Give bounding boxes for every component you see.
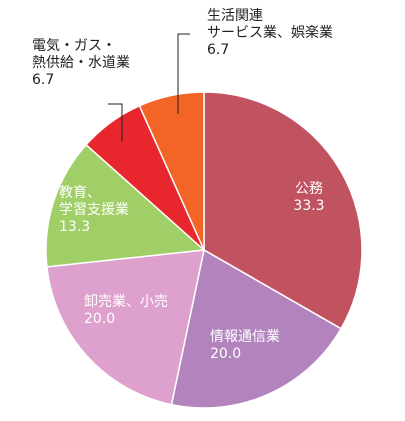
leader-line (108, 103, 123, 142)
slice-category-label: 電気・ガス・ (32, 38, 116, 54)
slice-value-label: 20.0 (84, 311, 115, 327)
slice-category-label: 生活関連 (207, 8, 263, 24)
pie-slice (138, 91, 205, 251)
slice-value-label: 20.0 (210, 346, 241, 362)
slice-category-label: 情報通信業 (210, 329, 280, 345)
slice-value-label: 13.3 (59, 219, 90, 235)
leader-lines (108, 33, 190, 142)
slice-category-label: 公務 (295, 181, 323, 197)
slice-value-label: 6.7 (207, 42, 229, 58)
slice-labels: 公務33.3情報通信業20.0卸売業、小売20.0教育、学習支援業13.3電気・… (32, 8, 333, 362)
slice-category-label: 教育、 (59, 185, 101, 201)
slice-value-label: 33.3 (293, 198, 324, 214)
slice-category-label: 学習支援業 (59, 202, 129, 218)
pie-slice (203, 91, 363, 330)
slice-value-label: 6.7 (32, 72, 54, 88)
pie-slice (170, 248, 343, 409)
leader-line (177, 33, 190, 114)
pie-slices (45, 91, 363, 409)
slice-category-label: 卸売業、小売 (84, 294, 168, 310)
slice-category-label: 熱供給・水道業 (32, 55, 130, 71)
slice-category-label: サービス業、娯楽業 (207, 25, 333, 41)
pie-slice (46, 249, 205, 406)
pie-slice (45, 143, 206, 268)
